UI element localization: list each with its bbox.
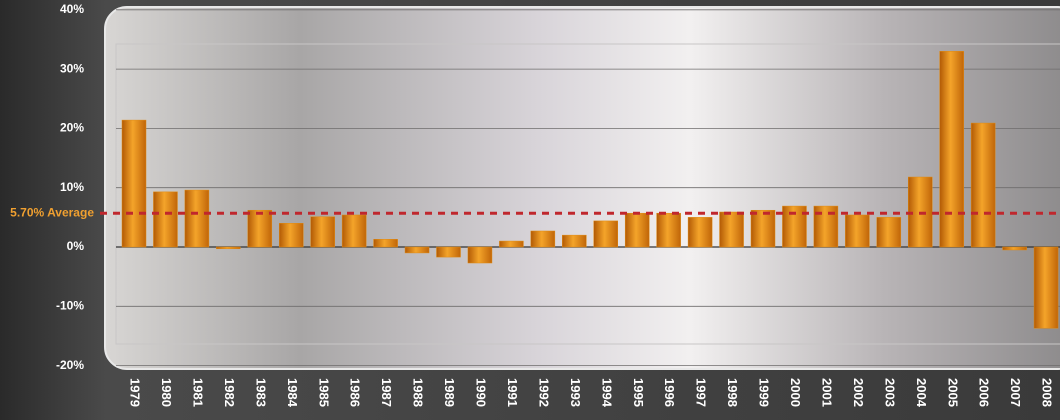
x-tick-label: 1993 [568,378,583,407]
bar [719,211,744,248]
bar [499,240,524,248]
x-tick-label: 1980 [159,378,174,407]
bar [1033,246,1059,329]
y-tick-label: -10% [56,298,84,312]
bar [216,246,241,250]
x-tick-label: 1981 [190,378,205,407]
x-tick-label: 1984 [285,378,300,408]
bar [184,189,210,248]
x-tick-label: 2007 [1008,378,1023,407]
x-tick-label: 1986 [348,378,363,407]
x-tick-label: 1996 [662,378,677,407]
x-tick-label: 2000 [788,378,803,407]
x-tick-label: 1990 [474,378,489,407]
bar [121,119,147,248]
x-tick-label: 1987 [379,378,394,407]
x-tick-label: 2008 [1040,378,1055,407]
x-tick-label: 2005 [945,378,960,407]
y-tick-label: 0% [67,239,85,253]
y-tick-label: 40% [60,2,84,16]
bar [279,223,304,248]
x-tick-label: 1995 [631,378,646,407]
bar [876,217,902,248]
x-tick-label: 1988 [411,378,426,407]
bar [436,246,461,258]
x-tick-label: 1989 [442,378,457,407]
x-tick-label: 1991 [505,378,520,407]
y-tick-label: -20% [56,358,84,372]
average-label: 5.70% Average [10,205,94,219]
bar [467,246,493,264]
bar [970,122,996,248]
y-tick-label: 30% [60,61,84,75]
y-tick-label: 10% [60,180,84,194]
bar [624,212,650,248]
bar [1002,246,1027,251]
x-tick-label: 1999 [757,378,772,407]
x-tick-label: 2006 [977,378,992,407]
x-tick-label: 2003 [882,378,897,407]
x-tick-label: 1998 [725,378,740,407]
x-tick-label: 1994 [599,378,614,408]
bar [562,234,587,248]
bar [153,191,178,248]
bar [845,214,870,248]
bar [247,209,273,248]
bar [593,220,618,248]
bar [310,216,335,248]
bar [750,209,776,248]
x-tick-label: 2002 [851,378,866,407]
plot-inner [115,43,1060,345]
x-tick-label: 1983 [253,378,268,407]
bar [656,212,681,248]
x-tick-label: 1982 [222,378,237,407]
bar [939,51,964,248]
bar [341,214,367,248]
x-tick-label: 1985 [316,378,331,407]
bar [373,239,398,248]
bar [404,246,430,254]
x-tick-label: 2004 [914,378,929,408]
bar [530,230,556,248]
bar [687,217,713,248]
x-tick-label: 1992 [536,378,551,407]
y-tick-label: 20% [60,121,84,135]
x-tick-label: 2001 [819,378,834,407]
x-tick-label: 1997 [694,378,709,407]
x-tick-label: 1979 [128,378,143,407]
